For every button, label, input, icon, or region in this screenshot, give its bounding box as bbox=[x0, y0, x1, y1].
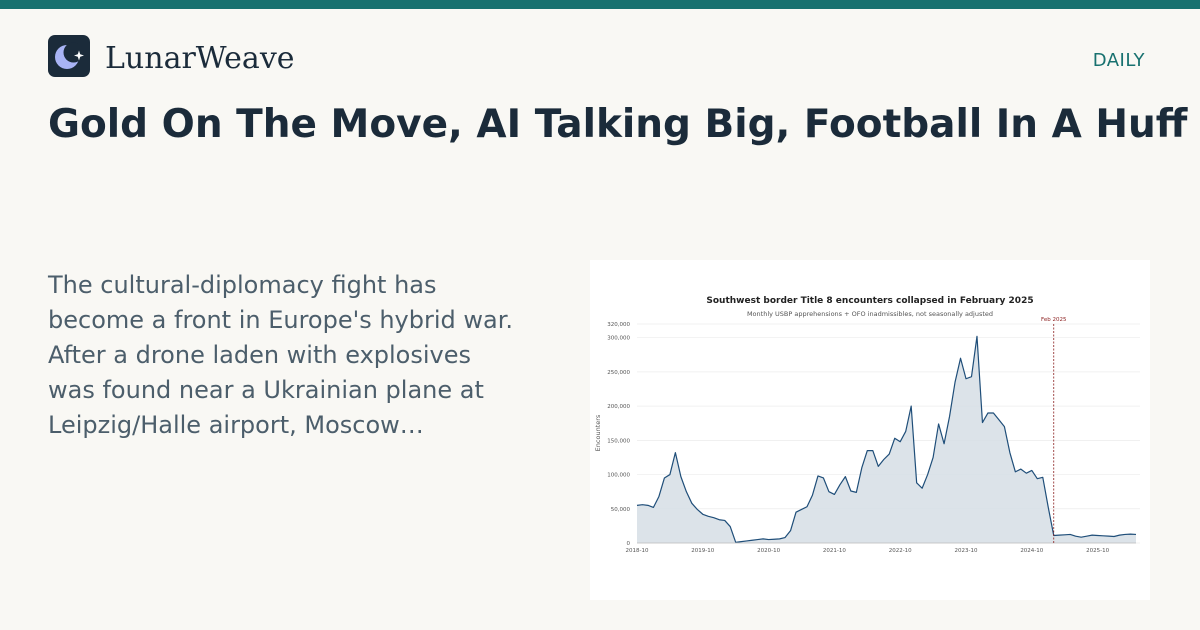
x-tick-label: 2023-10 bbox=[955, 548, 978, 554]
x-tick-label: 2025-10 bbox=[1086, 548, 1109, 554]
y-tick-label: 50,000 bbox=[611, 507, 631, 513]
chart-title: Southwest border Title 8 encounters coll… bbox=[706, 296, 1033, 306]
series-area-fill bbox=[637, 336, 1136, 543]
y-tick-label: 320,000 bbox=[607, 322, 630, 328]
article-headline[interactable]: Gold On The Move, AI Talking Big, Footba… bbox=[48, 102, 1188, 147]
annotation-label: Feb 2025 bbox=[1041, 317, 1067, 323]
x-tick-label: 2022-10 bbox=[889, 548, 912, 554]
article-excerpt: The cultural-diplomacy fight has become … bbox=[48, 271, 514, 439]
x-tick-label: 2019-10 bbox=[691, 548, 714, 554]
x-tick-label: 2018-10 bbox=[626, 548, 649, 554]
chart-card: Southwest border Title 8 encounters coll… bbox=[590, 260, 1150, 600]
top-accent-bar bbox=[0, 0, 1200, 9]
series-line bbox=[636, 335, 1137, 543]
border-encounters-chart: Southwest border Title 8 encounters coll… bbox=[594, 296, 1140, 554]
y-tick-label: 150,000 bbox=[607, 438, 630, 444]
x-tick-label: 2020-10 bbox=[757, 548, 780, 554]
chart-subtitle: Monthly USBP apprehensions + OFO inadmis… bbox=[747, 310, 993, 318]
y-tick-label: 250,000 bbox=[607, 370, 630, 376]
y-tick-label: 300,000 bbox=[607, 336, 630, 342]
crescent-moon-star-icon bbox=[48, 35, 90, 77]
y-tick-label: 200,000 bbox=[607, 404, 630, 410]
y-tick-label: 0 bbox=[627, 541, 631, 547]
x-tick-label: 2024-10 bbox=[1020, 548, 1043, 554]
brand-name[interactable]: LunarWeave bbox=[105, 41, 295, 76]
x-tick-label: 2021-10 bbox=[823, 548, 846, 554]
y-axis-label: Encounters bbox=[594, 414, 602, 451]
frequency-badge: DAILY bbox=[1092, 50, 1145, 71]
y-tick-label: 100,000 bbox=[607, 473, 630, 479]
